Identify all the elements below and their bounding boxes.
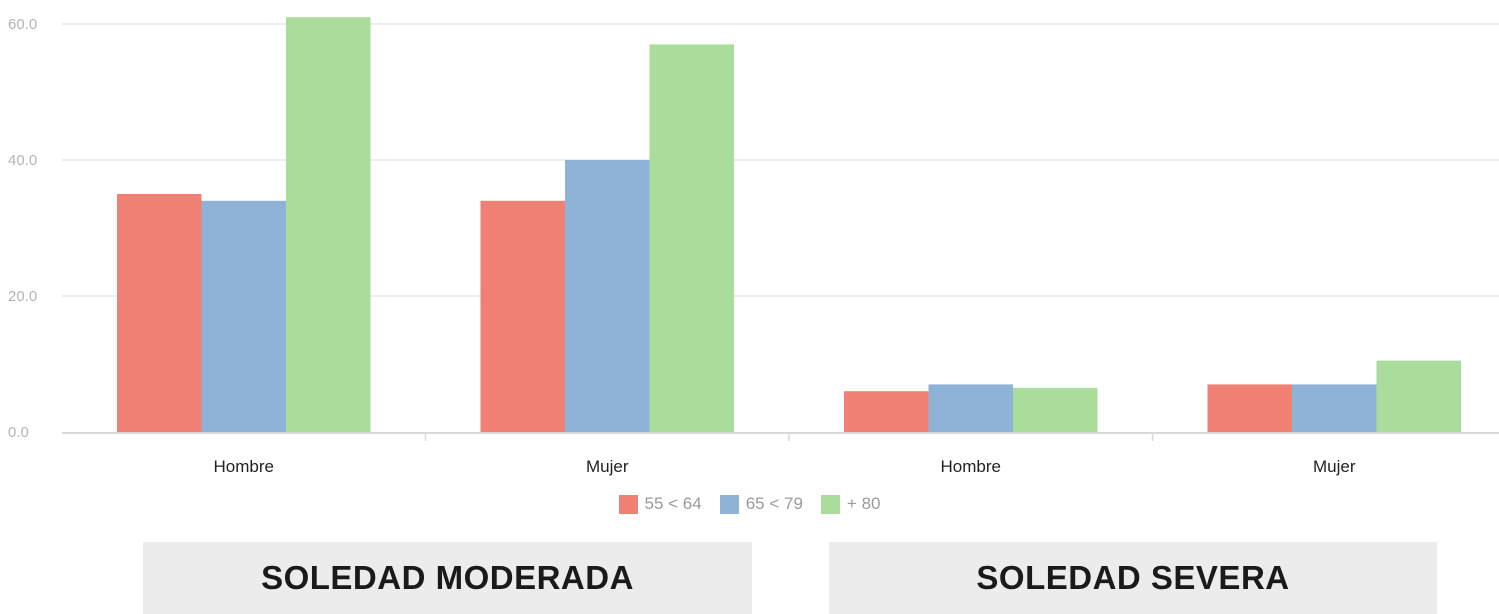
bar [1292, 384, 1377, 432]
bar [286, 17, 371, 432]
x-category-label: Hombre [941, 457, 1001, 476]
bar [565, 160, 650, 432]
y-tick-label: 20.0 [8, 288, 37, 305]
group-banner-label: SOLEDAD MODERADA [261, 559, 634, 596]
bar [201, 200, 286, 432]
legend-swatch [820, 494, 840, 514]
x-axis [62, 432, 1499, 441]
bar [480, 200, 565, 432]
legend-label: + 80 [846, 494, 881, 513]
bar [1013, 387, 1098, 432]
x-category-label: Mujer [586, 457, 629, 476]
labels: 0.0 20.0 40.0 60.0 Hombre Mujer Hombre Mujer [8, 16, 1356, 476]
legend-item-65-79[interactable]: 65 < 79 [719, 494, 803, 514]
y-tick-label: 0.0 [8, 424, 29, 441]
bar [649, 44, 734, 433]
legend-label: 65 < 79 [745, 494, 803, 513]
legend-item-80-plus[interactable]: + 80 [820, 494, 881, 514]
bar-chart: 0.0 20.0 40.0 60.0 Hombre Mujer Hombre Mujer [8, 16, 1499, 476]
bar [928, 384, 1013, 432]
legend-label: 55 < 64 [644, 494, 702, 513]
group-banner-severa: SOLEDAD SEVERA [829, 542, 1437, 614]
x-category-label: Mujer [1313, 457, 1356, 476]
bars [117, 17, 1461, 433]
y-tick-label: 40.0 [8, 152, 37, 169]
group-banner-moderada: SOLEDAD MODERADA [143, 542, 752, 614]
bar [1376, 360, 1461, 432]
legend-swatch [618, 494, 638, 514]
x-category-label: Hombre [214, 457, 274, 476]
y-tick-label: 60.0 [8, 16, 37, 33]
bar [117, 194, 202, 432]
bar [1207, 384, 1292, 432]
bar [844, 391, 929, 432]
legend-item-55-64[interactable]: 55 < 64 [618, 494, 702, 514]
legend: 55 < 64 65 < 79 + 80 [0, 494, 1499, 514]
legend-swatch [719, 494, 739, 514]
group-banner-label: SOLEDAD SEVERA [976, 559, 1290, 596]
